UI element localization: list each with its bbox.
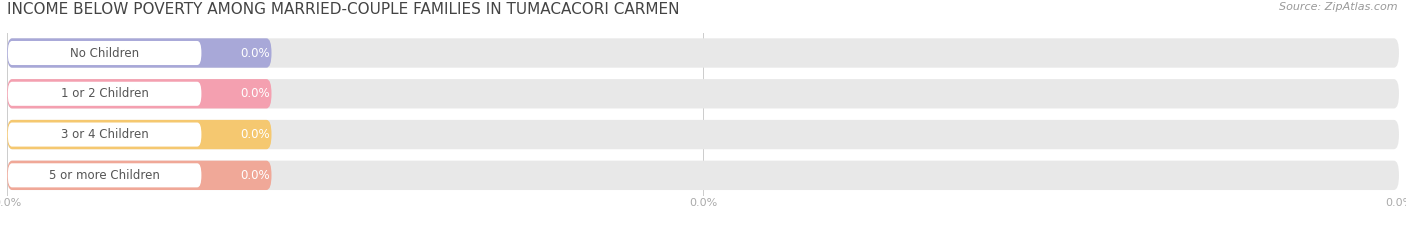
Text: 1 or 2 Children: 1 or 2 Children [60,87,149,100]
Text: 5 or more Children: 5 or more Children [49,169,160,182]
Text: 0.0%: 0.0% [240,47,270,59]
Text: 3 or 4 Children: 3 or 4 Children [60,128,149,141]
FancyBboxPatch shape [7,120,1399,149]
FancyBboxPatch shape [8,41,201,65]
FancyBboxPatch shape [7,38,271,68]
Text: INCOME BELOW POVERTY AMONG MARRIED-COUPLE FAMILIES IN TUMACACORI CARMEN: INCOME BELOW POVERTY AMONG MARRIED-COUPL… [7,2,679,17]
Text: 0.0%: 0.0% [240,169,270,182]
FancyBboxPatch shape [7,38,1399,68]
FancyBboxPatch shape [7,79,271,108]
FancyBboxPatch shape [8,123,201,147]
Text: No Children: No Children [70,47,139,59]
Text: 0.0%: 0.0% [240,87,270,100]
FancyBboxPatch shape [8,82,201,106]
FancyBboxPatch shape [7,79,1399,108]
FancyBboxPatch shape [7,161,1399,190]
FancyBboxPatch shape [7,161,271,190]
Text: 0.0%: 0.0% [240,128,270,141]
FancyBboxPatch shape [8,163,201,187]
Text: Source: ZipAtlas.com: Source: ZipAtlas.com [1279,2,1398,12]
FancyBboxPatch shape [7,120,271,149]
